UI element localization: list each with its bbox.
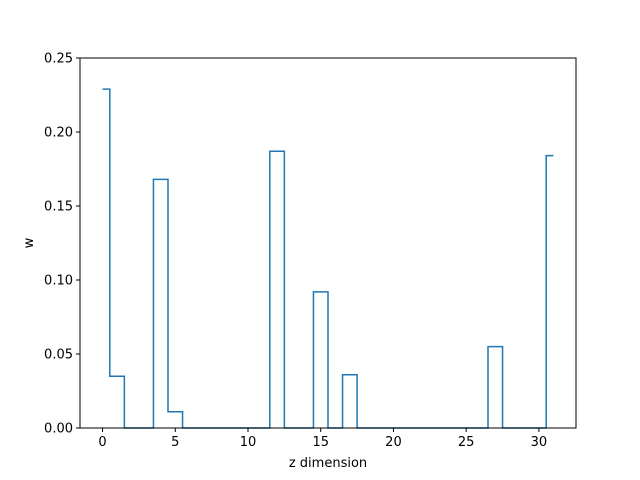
y-axis-label: w bbox=[22, 237, 37, 248]
y-axis: 0.00 0.05 0.10 0.15 0.20 0.25 bbox=[44, 52, 80, 437]
y-tick-label: 0.05 bbox=[44, 348, 73, 363]
x-axis-label: z dimension bbox=[289, 456, 367, 471]
x-tick-label: 0 bbox=[98, 435, 106, 450]
x-tick-label: 10 bbox=[240, 435, 257, 450]
x-tick-label: 25 bbox=[458, 435, 475, 450]
x-tick-label: 30 bbox=[531, 435, 548, 450]
y-tick-label: 0.20 bbox=[44, 126, 73, 141]
series-step-line bbox=[102, 88, 554, 429]
x-tick-label: 5 bbox=[171, 435, 179, 450]
y-tick-label: 0.00 bbox=[44, 422, 73, 437]
y-tick-label: 0.15 bbox=[44, 200, 73, 215]
chart-marks bbox=[102, 88, 554, 429]
y-tick-label: 0.25 bbox=[44, 52, 73, 67]
x-tick-label: 20 bbox=[385, 435, 402, 450]
plot-frame bbox=[79, 57, 577, 429]
x-tick-label: 15 bbox=[312, 435, 329, 450]
x-axis: 0 5 10 15 20 25 30 bbox=[98, 428, 547, 450]
y-tick-label: 0.10 bbox=[44, 274, 73, 289]
